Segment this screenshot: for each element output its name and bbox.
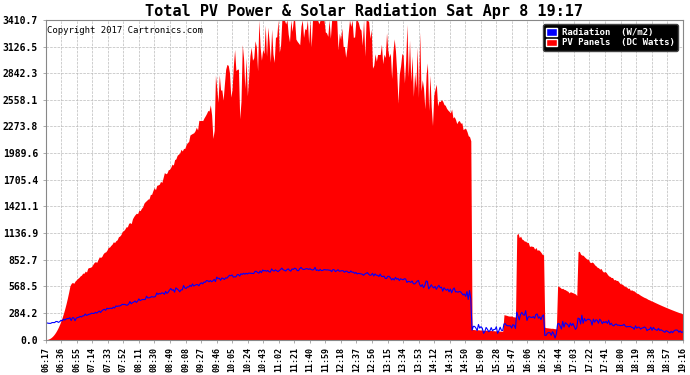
Title: Total PV Power & Solar Radiation Sat Apr 8 19:17: Total PV Power & Solar Radiation Sat Apr…	[145, 3, 583, 19]
Text: Copyright 2017 Cartronics.com: Copyright 2017 Cartronics.com	[47, 26, 203, 35]
Legend: Radiation  (W/m2), PV Panels  (DC Watts): Radiation (W/m2), PV Panels (DC Watts)	[543, 24, 678, 51]
